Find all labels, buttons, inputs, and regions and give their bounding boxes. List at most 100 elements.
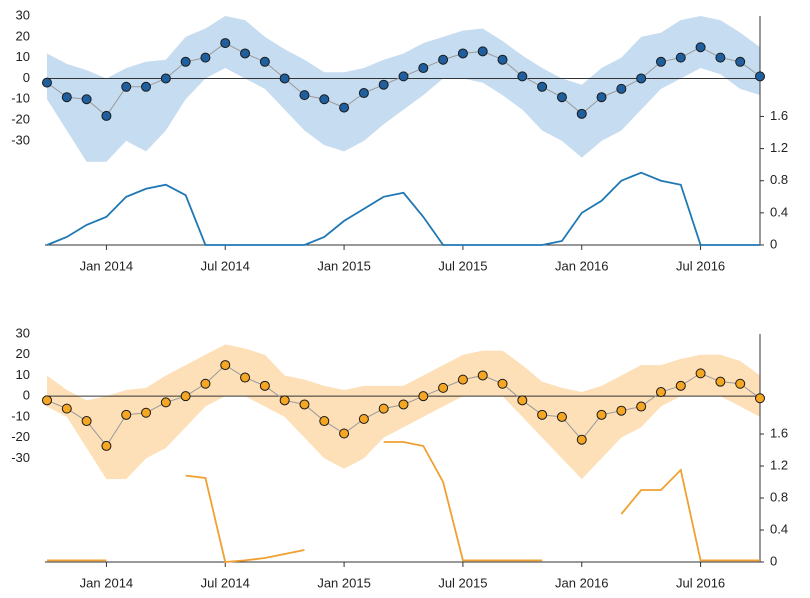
y-tick-label: 10: [16, 49, 30, 64]
x-tick-label: Jan 2016: [555, 258, 609, 273]
y2-tick-label: 0.8: [770, 172, 788, 187]
data-point: [61, 92, 72, 103]
x-tick-label: Jul 2014: [201, 575, 250, 590]
data-point: [180, 56, 191, 67]
y-tick-label: 20: [16, 346, 30, 361]
x-tick-label: Jan 2015: [317, 258, 371, 273]
data-point: [101, 440, 112, 451]
series-line: [47, 441, 760, 563]
y-tick-label: 30: [16, 7, 30, 22]
y2-tick-label: 1.6: [770, 108, 788, 123]
data-point: [398, 71, 409, 82]
data-point: [497, 378, 508, 389]
y2-tick-label: 1.6: [770, 425, 788, 440]
data-point: [42, 77, 52, 88]
data-point: [556, 92, 567, 103]
data-point: [715, 376, 726, 387]
data-point: [81, 94, 92, 105]
data-point: [180, 391, 191, 402]
x-tick-label: Jan 2014: [80, 258, 134, 273]
data-point: [378, 403, 389, 414]
y2-tick-label: 0.4: [770, 521, 788, 536]
data-point: [755, 393, 765, 404]
data-point: [457, 48, 468, 59]
y2-tick-label: 1.2: [770, 140, 788, 155]
data-point: [556, 411, 567, 422]
x-tick-label: Jul 2015: [438, 258, 487, 273]
data-point: [358, 88, 369, 99]
data-point: [121, 81, 132, 92]
data-point: [636, 401, 647, 412]
x-tick-label: Jul 2015: [438, 575, 487, 590]
data-point: [596, 409, 607, 420]
y2-tick-label: 0.8: [770, 489, 788, 504]
y-tick-label: -30: [11, 450, 30, 465]
data-point: [339, 428, 350, 439]
data-point: [576, 434, 587, 445]
y2-tick-label: 0: [770, 553, 777, 568]
data-point: [517, 395, 528, 406]
y-tick-label: 10: [16, 367, 30, 382]
data-point: [160, 73, 171, 84]
y-tick-label: 0: [23, 388, 30, 403]
data-point: [398, 399, 409, 410]
data-point: [81, 416, 92, 427]
data-point: [655, 56, 666, 67]
data-point: [259, 380, 270, 391]
x-tick-label: Jan 2016: [555, 575, 609, 590]
data-point: [675, 380, 686, 391]
data-point: [220, 38, 231, 49]
data-point: [477, 370, 488, 381]
data-point: [755, 71, 765, 82]
data-point: [160, 397, 171, 408]
x-tick-label: Jul 2014: [201, 258, 250, 273]
data-point: [378, 79, 389, 90]
data-point: [438, 54, 449, 65]
data-point: [636, 73, 647, 84]
data-point: [675, 52, 686, 63]
data-point: [517, 71, 528, 82]
data-point: [101, 110, 112, 121]
data-point: [200, 52, 211, 63]
data-point: [121, 409, 132, 420]
data-point: [457, 374, 468, 385]
x-tick-label: Jul 2016: [676, 258, 725, 273]
x-tick-label: Jan 2015: [317, 575, 371, 590]
data-point: [240, 48, 251, 59]
y-tick-label: -30: [11, 132, 30, 147]
y2-tick-label: 1.2: [770, 457, 788, 472]
x-tick-label: Jul 2016: [676, 575, 725, 590]
data-point: [141, 407, 152, 418]
data-point: [715, 52, 726, 63]
data-point: [537, 81, 548, 92]
band: [47, 16, 760, 162]
data-point: [537, 409, 548, 420]
data-point: [576, 108, 587, 119]
data-point: [358, 413, 369, 424]
data-point: [259, 56, 270, 67]
data-point: [735, 378, 746, 389]
data-point: [220, 360, 231, 371]
data-point: [141, 81, 152, 92]
data-point: [339, 102, 350, 113]
data-point: [319, 416, 330, 427]
data-point: [616, 83, 627, 94]
x-tick-label: Jan 2014: [80, 575, 134, 590]
data-point: [319, 94, 330, 105]
data-point: [695, 42, 706, 53]
data-point: [477, 46, 488, 57]
data-point: [200, 378, 211, 389]
data-point: [616, 405, 627, 416]
y-tick-label: 20: [16, 28, 30, 43]
y-tick-label: 0: [23, 70, 30, 85]
data-point: [279, 395, 290, 406]
series-line: [46, 171, 760, 246]
data-point: [497, 54, 508, 65]
data-point: [299, 399, 310, 410]
y2-tick-label: 0.4: [770, 204, 788, 219]
y-tick-label: -10: [11, 91, 30, 106]
data-point: [418, 63, 429, 74]
data-point: [735, 56, 746, 67]
data-point: [279, 73, 290, 84]
